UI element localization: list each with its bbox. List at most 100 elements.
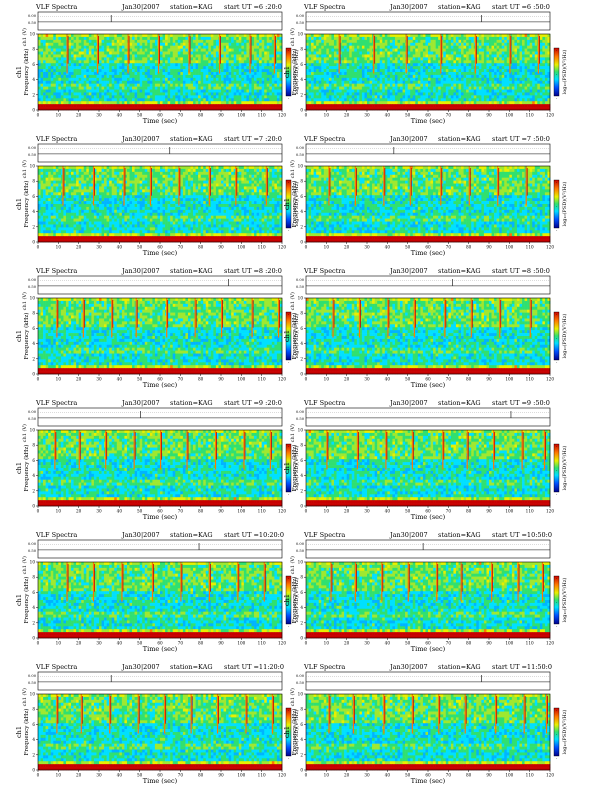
spectrogram-cell	[206, 72, 209, 75]
spectrogram-cell	[124, 69, 127, 72]
spectrogram-cell	[316, 92, 319, 95]
spectrogram-cell	[252, 87, 255, 90]
spectrogram-cell	[382, 69, 385, 72]
spectrogram-cell	[112, 101, 115, 104]
spectrogram-cell	[269, 87, 272, 90]
spectrogram-cell	[53, 52, 56, 55]
spectrogram-cell	[448, 57, 451, 60]
spectrogram-cell	[446, 81, 449, 84]
spectrogram-cell	[137, 104, 140, 107]
spectrogram-cell	[540, 43, 543, 46]
spectrogram-cell	[316, 75, 319, 78]
spectrogram-cell	[530, 69, 533, 72]
spectrogram-cell	[201, 66, 204, 69]
spectrogram-cell	[38, 43, 41, 46]
spectrogram-cell	[152, 98, 155, 101]
spectrogram-cell	[532, 63, 535, 66]
spectrogram-cell	[425, 104, 428, 107]
spectrogram-cell	[94, 72, 97, 75]
spectrogram-cell	[474, 95, 477, 98]
spectrogram-cell	[342, 87, 345, 90]
spectrogram-cell	[354, 46, 357, 49]
spectrogram-cell	[137, 78, 140, 81]
spectrogram-cell	[147, 37, 150, 40]
spectrogram-cell	[306, 72, 309, 75]
spectrogram-cell	[395, 49, 398, 52]
spectrogram-cell	[99, 34, 102, 37]
spectrogram-cell	[380, 54, 383, 57]
spectrogram-cell	[180, 101, 183, 104]
spectrogram-cell	[507, 84, 510, 87]
spectrogram-cell	[203, 92, 206, 95]
spectrogram-cell	[476, 101, 479, 104]
spectrogram-cell	[342, 101, 345, 104]
spectrogram-cell	[464, 72, 467, 75]
spectrogram-cell	[130, 34, 133, 37]
spectrogram-cell	[433, 69, 436, 72]
spectrogram-cell	[349, 72, 352, 75]
spectrogram-cell	[213, 40, 216, 43]
spectrogram-cell	[211, 49, 214, 52]
spectrogram-cell	[403, 57, 406, 60]
spectrogram-cell	[160, 72, 163, 75]
spectrogram-cell	[535, 84, 538, 87]
spectrogram-cell	[183, 69, 186, 72]
spectrogram-cell	[142, 104, 145, 107]
spectrogram-cell	[522, 57, 525, 60]
spectrogram-cell	[191, 75, 194, 78]
spectrogram-cell	[165, 98, 168, 101]
spectrogram-cell	[321, 54, 324, 57]
spectrogram-cell	[415, 66, 418, 69]
spectrogram-cell	[466, 87, 469, 90]
spectrogram-cell	[459, 98, 462, 101]
spectrogram-cell	[431, 54, 434, 57]
spectrogram-cell	[321, 90, 324, 93]
spectrogram-cell	[316, 78, 319, 81]
spectrogram-cell	[152, 43, 155, 46]
spectrogram-cell	[316, 57, 319, 60]
spectrogram-cell	[537, 81, 540, 84]
spectrogram-cell	[262, 34, 265, 37]
spectrogram-cell	[277, 81, 280, 84]
spectrogram-cell	[213, 87, 216, 90]
spectrogram-cell	[53, 104, 56, 107]
spectrogram-cell	[267, 98, 270, 101]
spectrogram-cell	[213, 37, 216, 40]
spectrogram-cell	[484, 72, 487, 75]
spectrogram-cell	[314, 66, 317, 69]
spectrogram-cell	[319, 90, 322, 93]
spectrogram-cell	[486, 63, 489, 66]
spectrogram-cell	[183, 87, 186, 90]
spectrogram-cell	[364, 81, 367, 84]
spectrogram-cell	[481, 69, 484, 72]
spectrogram-cell	[79, 66, 82, 69]
spectrogram-cell	[94, 95, 97, 98]
spectrogram-cell	[347, 52, 350, 55]
spectrogram-cell	[122, 92, 125, 95]
spectrogram-cell	[180, 95, 183, 98]
spectrogram-cell	[370, 66, 373, 69]
spectrogram-cell	[180, 87, 183, 90]
spectrogram-cell	[479, 90, 482, 93]
spectrogram-cell	[206, 69, 209, 72]
spectrogram-cell	[262, 92, 265, 95]
spectrogram-cell	[180, 92, 183, 95]
spectrogram-cell	[99, 52, 102, 55]
spectrogram-cell	[433, 78, 436, 81]
spectrogram-cell	[38, 46, 41, 49]
spectrogram-cell	[517, 98, 520, 101]
spectrogram-cell	[385, 60, 388, 63]
spectrogram-cell	[464, 90, 467, 93]
spectrogram-cell	[152, 40, 155, 43]
spectrogram-cell	[362, 104, 365, 107]
spectrogram-cell	[436, 92, 439, 95]
spectrogram-cell	[349, 46, 352, 49]
spectrogram-cell	[461, 40, 464, 43]
spectrogram-cell	[446, 43, 449, 46]
spectrogram-cell	[357, 92, 360, 95]
spectrogram-cell	[226, 75, 229, 78]
spectrogram-cell	[48, 81, 51, 84]
spectrogram-cell	[112, 54, 115, 57]
spectrogram-cell	[114, 34, 117, 37]
spectrogram-cell	[79, 101, 82, 104]
